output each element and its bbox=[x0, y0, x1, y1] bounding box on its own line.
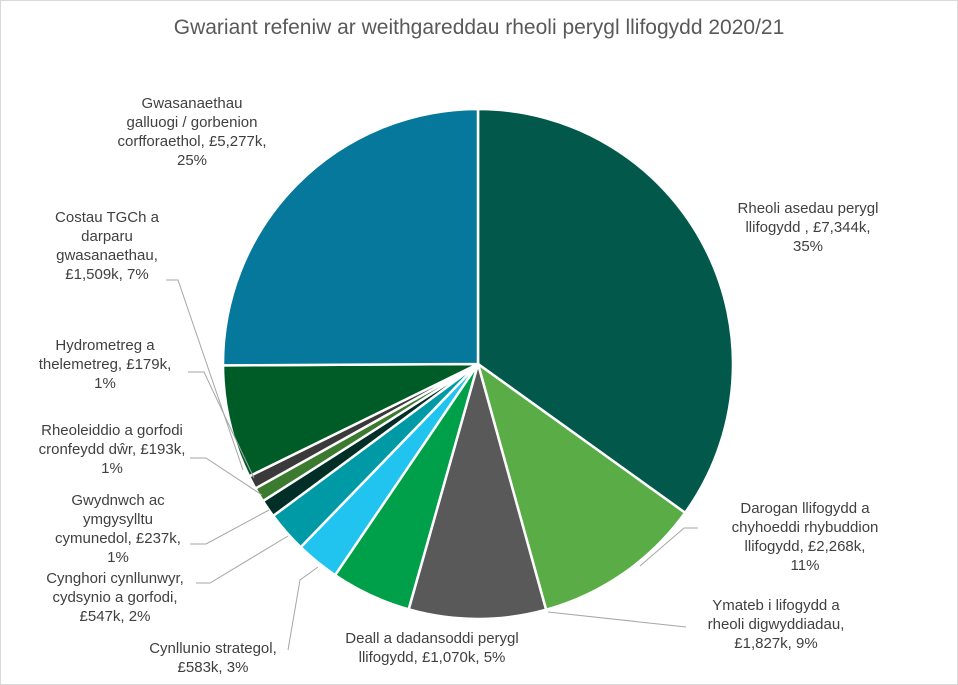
chart-title: Gwariant refeniw ar weithgareddau rheoli… bbox=[173, 16, 785, 39]
pie-slice-1 bbox=[476, 107, 735, 515]
slice-label-3: Ymateb i lifogydd a rheoli digwyddiadau, £… bbox=[708, 597, 845, 652]
slice-label-10: Costau TGCh a darparu gwasanaethau, £1,509k… bbox=[55, 209, 160, 283]
leader-line-8 bbox=[190, 457, 263, 496]
slice-label-8: Rheoleiddio a gorfodi cronfeydd dŵr, £193… bbox=[39, 422, 186, 477]
leader-line-9 bbox=[188, 371, 255, 479]
slice-label-7: Gwydnwch ac ymgysylltu cymunedol, £237k, 1% bbox=[55, 492, 181, 566]
slice-label-4: Deall a dadansoddi perygl llifogydd, £1,0… bbox=[345, 630, 518, 666]
leader-line-2 bbox=[639, 527, 698, 567]
leader-line-7 bbox=[190, 509, 270, 545]
slice-label-2: Darogan llifogydd a chyhoeddi rhybuddion l… bbox=[732, 500, 879, 574]
leader-line-3 bbox=[547, 611, 687, 628]
leader-line-5 bbox=[287, 566, 319, 651]
slice-label-5: Cynllunio strategol, £583k, 3% bbox=[149, 640, 277, 676]
leader-line-10 bbox=[166, 279, 244, 471]
slice-label-6: Cynghori cynllunwyr, cydsynio a gorfodi, £… bbox=[46, 570, 184, 625]
leader-line-6 bbox=[196, 535, 289, 584]
pie-slice-3 bbox=[407, 362, 548, 621]
slice-label-1: Rheoli asedau perygl llifogydd , £7,344k,… bbox=[738, 200, 879, 255]
pie-slice-11 bbox=[221, 107, 480, 367]
pie-slice-10 bbox=[221, 362, 480, 478]
slice-label-9: Hydrometreg a thelemetreg, £179k, 1% bbox=[39, 337, 172, 392]
slice-label-11: Gwasanaethau galluogi / gorbenion corffora… bbox=[118, 95, 267, 169]
